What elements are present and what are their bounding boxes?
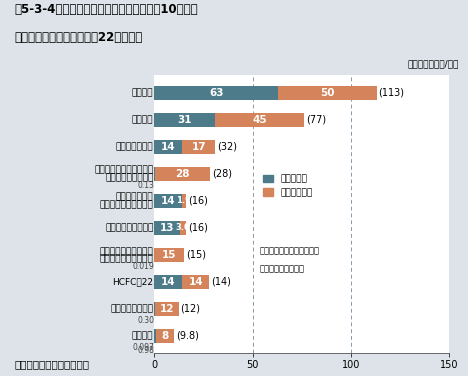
Text: 15: 15 (162, 250, 176, 260)
Text: 図5-3-4　届出排出量・届出外排出量上位10物質と: 図5-3-4 届出排出量・届出外排出量上位10物質と (14, 3, 197, 16)
Text: 届出外排出量の合計: 届出外排出量の合計 (260, 265, 305, 274)
Bar (278, 86, 377, 100)
Text: （　）内は、届出排出量・: （ ）内は、届出排出量・ (260, 247, 320, 256)
Text: 14: 14 (161, 196, 176, 206)
Bar (154, 275, 182, 289)
Text: ポリ（オキシエチレン）: ポリ（オキシエチレン） (95, 166, 154, 175)
Bar (182, 194, 186, 208)
Text: 0.98: 0.98 (137, 346, 154, 355)
Bar (154, 329, 156, 343)
Bar (156, 329, 174, 343)
Text: (32): (32) (217, 142, 237, 152)
Text: 0.097: 0.097 (132, 343, 154, 352)
Bar (154, 140, 182, 154)
Text: 0.30: 0.30 (137, 316, 154, 325)
Bar (154, 221, 180, 235)
Text: 50: 50 (320, 88, 335, 98)
Text: 1.9: 1.9 (176, 196, 191, 205)
Text: キシレン: キシレン (132, 115, 154, 124)
Bar (154, 194, 182, 208)
Text: 63: 63 (209, 88, 224, 98)
Text: 12: 12 (160, 304, 174, 314)
Text: ベンゼン: ベンゼン (132, 331, 154, 340)
Text: 0.019: 0.019 (132, 262, 154, 271)
Text: 資料：経済産業省、環境省: 資料：経済産業省、環境省 (14, 359, 89, 369)
Text: (16): (16) (188, 196, 207, 206)
Legend: 届出排出量, 届出外排出量: 届出排出量, 届出外排出量 (257, 169, 318, 203)
Text: HCFC－22: HCFC－22 (112, 277, 154, 287)
Bar (180, 221, 186, 235)
Bar (155, 167, 210, 181)
Bar (215, 113, 304, 127)
Text: その排出量（平成22年度分）: その排出量（平成22年度分） (14, 30, 142, 44)
Text: (14): (14) (212, 277, 231, 287)
Text: 14: 14 (161, 142, 176, 152)
Bar (155, 302, 179, 316)
Bar (154, 302, 155, 316)
Text: (15): (15) (186, 250, 206, 260)
Text: 8: 8 (161, 331, 168, 341)
Text: (12): (12) (181, 304, 201, 314)
Text: 14: 14 (161, 277, 176, 287)
Text: （別名塩化メチレン）: （別名塩化メチレン） (100, 200, 154, 209)
Text: 14: 14 (189, 277, 203, 287)
Text: （単位：千トン/年）: （単位：千トン/年） (407, 59, 459, 68)
Text: (16): (16) (188, 223, 208, 233)
Text: 28: 28 (175, 169, 190, 179)
Bar (154, 248, 184, 262)
Text: ＝アルキルエーテル: ＝アルキルエーテル (105, 173, 154, 182)
Text: ノルマルーヘキサン: ノルマルーヘキサン (105, 223, 154, 232)
Text: エチルベンゼン: エチルベンゼン (116, 142, 154, 151)
Bar (154, 86, 278, 100)
Text: 17: 17 (191, 142, 206, 152)
Bar (182, 275, 210, 289)
Bar (182, 140, 215, 154)
Text: 45: 45 (252, 115, 267, 125)
Text: トルエン: トルエン (132, 88, 154, 97)
Text: 13: 13 (160, 223, 175, 233)
Text: (77): (77) (306, 115, 326, 125)
Text: 0.13: 0.13 (137, 180, 154, 190)
Text: (113): (113) (379, 88, 404, 98)
Text: 3.0: 3.0 (176, 223, 190, 232)
Text: スルホン酸及びその塩: スルホン酸及びその塩 (100, 255, 154, 264)
Bar (154, 113, 215, 127)
Text: ジクロロベンゼン: ジクロロベンゼン (110, 304, 154, 313)
Text: (9.8): (9.8) (176, 331, 198, 341)
Text: (28): (28) (212, 169, 232, 179)
Text: 直鎖アルキルベンゼン: 直鎖アルキルベンゼン (100, 247, 154, 256)
Text: ジクロロメタン: ジクロロメタン (116, 193, 154, 202)
Text: 31: 31 (178, 115, 192, 125)
